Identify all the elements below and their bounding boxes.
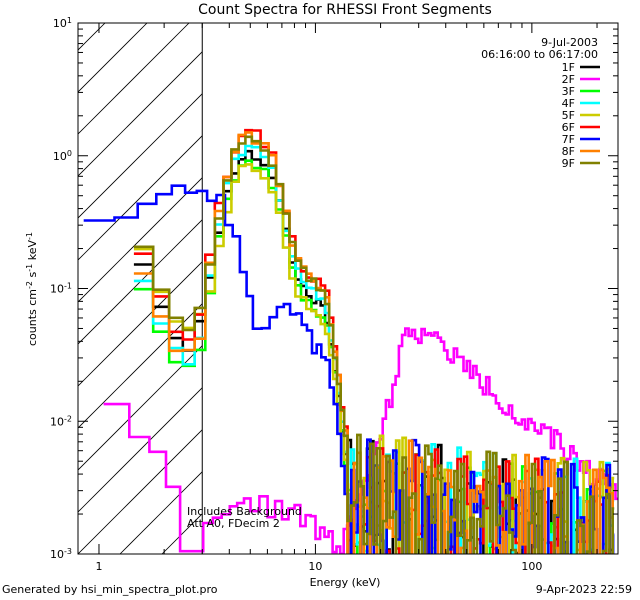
x-axis-label: Energy (keV) (310, 576, 381, 589)
legend-label-2f: 2F (562, 73, 575, 86)
hatch-line (78, 429, 203, 554)
footer-generator: Generated by hsi_min_spectra_plot.pro (2, 583, 218, 596)
x-tick-label: 100 (521, 560, 542, 573)
legend-label-1f: 1F (562, 61, 575, 74)
legend-label-8f: 8F (562, 145, 575, 158)
legend-label-7f: 7F (562, 133, 575, 146)
hatch-line (78, 219, 203, 345)
hatch-line (78, 135, 203, 261)
observation-date: 9-Jul-2003 (541, 36, 598, 49)
legend-label-6f: 6F (562, 121, 575, 134)
annotation-background: Includes Background (187, 505, 302, 518)
series-line-2f (103, 327, 618, 554)
hatch-line (78, 387, 203, 513)
y-tick-label: 10-2 (50, 414, 72, 429)
hatched-region (78, 23, 203, 554)
y-tick-label: 101 (53, 16, 72, 31)
hatch-line (78, 345, 203, 471)
annotation-attenuator: Att A0, FDecim 2 (187, 517, 280, 530)
hatch-line (78, 51, 203, 177)
y-axis-label: counts cm-2 s-1 keV-1 (25, 232, 40, 346)
x-tick-label: 1 (95, 560, 102, 573)
observation-time-range: 06:16:00 to 06:17:00 (481, 48, 598, 61)
series-line-4f (133, 144, 615, 554)
hatch-line (78, 23, 190, 135)
footer-timestamp: 9-Apr-2023 22:59 (535, 583, 632, 596)
hatch-line (78, 177, 203, 303)
legend-label-9f: 9F (562, 157, 575, 170)
x-tick-label: 10 (308, 560, 322, 573)
legend-label-3f: 3F (562, 85, 575, 98)
series-group (83, 128, 618, 554)
legend-label-4f: 4F (562, 97, 575, 110)
hatch-line (78, 23, 148, 93)
chart-title: Count Spectra for RHESSI Front Segments (198, 2, 492, 18)
y-tick-label: 10-3 (50, 547, 72, 562)
y-tick-label: 100 (53, 148, 72, 163)
y-tick-label: 10-1 (50, 281, 72, 296)
legend-label-5f: 5F (562, 109, 575, 122)
axis-ticks: 1 10 100 10-3 10-2 10-1 100 101 (50, 16, 618, 573)
series-line-9f (133, 135, 615, 554)
